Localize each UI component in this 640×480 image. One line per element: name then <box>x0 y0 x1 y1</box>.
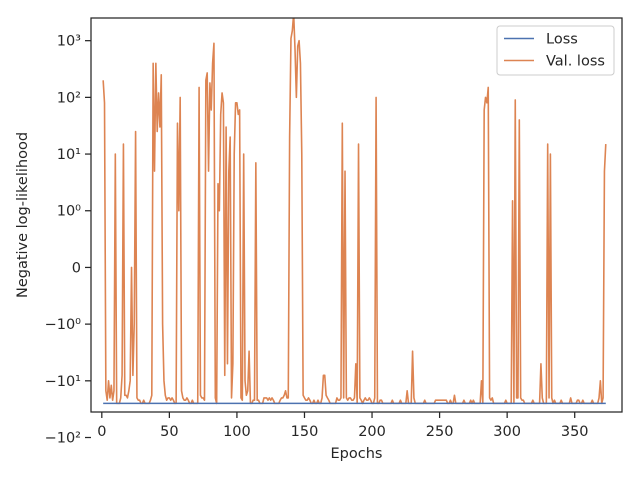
x-tick-label: 0 <box>97 424 106 440</box>
x-tick-label: 50 <box>160 424 178 440</box>
series-line-val-loss <box>102 18 607 405</box>
plot-frame <box>90 17 623 413</box>
legend: Loss Val. loss <box>496 25 615 76</box>
y-axis-label: Negative log-likelihood <box>15 132 31 298</box>
y-tick-label: 10⁰ <box>57 204 81 220</box>
x-tick-label: 200 <box>358 424 386 440</box>
y-tick-label: 10³ <box>57 34 81 50</box>
x-tick-label: 100 <box>223 424 251 440</box>
x-tick-label: 150 <box>291 424 319 440</box>
x-tick-label: 350 <box>561 424 589 440</box>
legend-label-val-loss: Val. loss <box>546 54 605 70</box>
y-tick-label: −10² <box>45 431 81 447</box>
x-tick-label: 300 <box>493 424 521 440</box>
y-tick-label: 0 <box>72 260 81 276</box>
y-tick-label: 10¹ <box>57 147 81 163</box>
x-axis-label: Epochs <box>331 446 383 462</box>
y-tick-label: 10² <box>57 90 81 106</box>
y-tick-label: −10¹ <box>45 374 82 390</box>
y-tick-label: −10⁰ <box>45 317 82 333</box>
legend-label-loss: Loss <box>546 32 578 48</box>
series-layer <box>102 18 607 405</box>
x-tick-label: 250 <box>426 424 454 440</box>
ticks-layer: 0 50 100 150 200 250 300 350 −10² −10¹ −10⁰ 0 10⁰ 10¹… <box>45 34 589 447</box>
